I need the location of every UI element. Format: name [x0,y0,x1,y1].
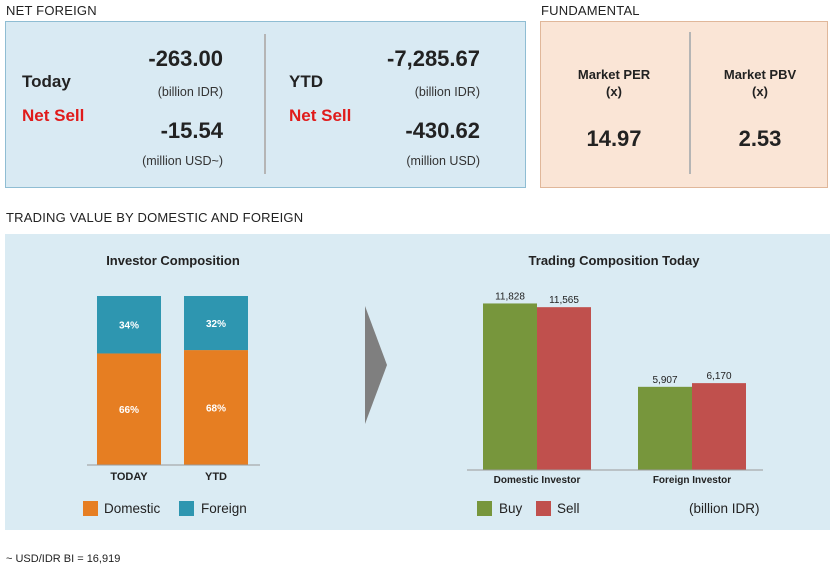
today-idr-unit: (billion IDR) [157,85,223,99]
trading-value-panel: Investor Composition 66% 34% TODAY 68% 32% YT… [5,234,830,530]
market-per-label: Market PER [577,67,651,82]
ytd-idr-unit: (billion IDR) [414,85,480,99]
today-status: Net Sell [22,106,85,125]
trading-value-section-title: TRADING VALUE BY DOMESTIC AND FOREIGN [6,210,304,225]
fundamental-section-title: FUNDAMENTAL [541,3,640,18]
investor-composition-title: Investor Composition [106,253,240,268]
trading-composition-title: Trading Composition Today [528,253,700,268]
legend-buy-swatch [477,501,492,516]
today-label: Today [22,72,71,91]
market-pbv-label: Market PBV [723,67,797,82]
market-per-value: 14.97 [586,126,642,151]
bar-buy-foreign [638,386,692,470]
bar-domestic-today [97,353,161,465]
market-pbv-value: 2.53 [738,126,782,151]
today-usd-value: -15.54 [160,118,223,143]
data-label-buy-foreign: 5,907 [652,375,677,386]
ytd-usd-value: -430.62 [405,118,480,143]
data-label-domestic-today: 66% [119,405,139,416]
trading-composition-chart: 11,828 11,565 Domestic Investor 5,907 6,170 F… [467,291,763,486]
bar-domestic-ytd [184,350,248,465]
legend-domestic-label: Domestic [104,501,161,516]
today-usd-unit: (million USD~) [142,154,223,168]
bar-buy-domestic [483,303,537,470]
data-label-sell-domestic: 11,565 [549,295,579,306]
chevron-right-icon [365,306,387,424]
x-tick-label: TODAY [110,471,148,483]
ytd-usd-unit: (million USD) [406,154,480,168]
bar-foreign-today [97,296,161,354]
net-foreign-divider [264,34,266,174]
bar-sell-domestic [537,307,591,470]
ytd-label: YTD [289,72,323,91]
unit-note: (billion IDR) [689,501,760,516]
legend-domestic-swatch [83,501,98,516]
x-tick-label: YTD [205,471,227,483]
ytd-idr-value: -7,285.67 [387,46,480,71]
investor-composition-chart: 66% 34% TODAY 68% 32% YTD [87,296,260,483]
data-label-sell-foreign: 6,170 [706,371,731,382]
legend-foreign-label: Foreign [201,501,247,516]
legend-sell-swatch [536,501,551,516]
net-foreign-section-title: NET FOREIGN [6,3,97,18]
bar-sell-foreign [692,383,746,470]
legend-foreign-swatch [179,501,194,516]
bar-foreign-ytd [184,296,248,351]
x-tick-label: Foreign Investor [653,475,731,486]
data-label-foreign-today: 34% [119,321,139,332]
x-tick-label: Domestic Investor [494,475,581,486]
legend-sell-label: Sell [557,501,580,516]
data-label-foreign-ytd: 32% [206,319,226,330]
data-label-buy-domestic: 11,828 [495,291,525,302]
fundamental-divider [689,32,691,174]
market-pbv-unit: (x) [752,84,768,99]
data-label-domestic-ytd: 68% [206,404,226,415]
exchange-rate-footnote: ~ USD/IDR BI = 16,919 [6,553,121,565]
ytd-status: Net Sell [289,106,352,125]
fundamental-panel: Market PER (x) 14.97 Market PBV (x) 2.53 [540,21,828,188]
today-idr-value: -263.00 [148,46,223,71]
net-foreign-panel: Today Net Sell -263.00 (billion IDR) -15… [5,21,526,188]
legend-buy-label: Buy [499,501,523,516]
market-per-unit: (x) [606,84,622,99]
